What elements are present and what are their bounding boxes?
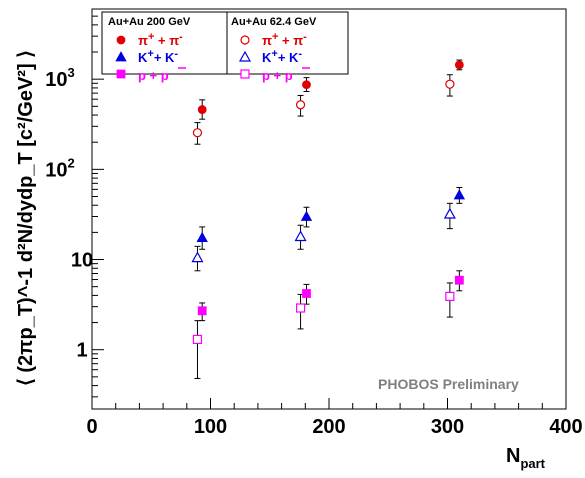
x-tick-label: 100: [194, 416, 227, 438]
legend-label-p-200: p + p: [138, 68, 169, 83]
legend-title-62: Au+Au 62.4 GeV: [231, 16, 317, 28]
point-k200: [453, 189, 466, 200]
point-k62: [294, 230, 307, 242]
data-markers: [191, 60, 466, 345]
point-pi200: [454, 60, 464, 70]
legend-label-p-62: p + p: [262, 68, 293, 83]
point-p200: [197, 306, 207, 316]
y-tick-label: 10: [71, 250, 93, 272]
point-pi62: [445, 79, 455, 89]
legend-marker-pi200: [116, 35, 126, 45]
point-pi200: [302, 80, 311, 90]
point-k200: [300, 210, 313, 221]
legend-label-k-62: K++ K-: [262, 48, 302, 65]
x-tick-labels: 0 100 200 300 400: [86, 416, 582, 438]
x-tick-label: 400: [549, 416, 582, 438]
point-p200: [302, 289, 311, 298]
legend-label-k-200: K++ K-: [138, 48, 178, 65]
x-tick-label: 200: [312, 416, 345, 438]
legend-label-pi-62: π+ + π-: [262, 31, 307, 48]
legend-marker-p200: [116, 69, 126, 79]
legend: Au+Au 200 GeV Au+Au 62.4 GeV π+ + π- π+ …: [101, 11, 349, 83]
svg-text:⟨ (2πp_T)^-1 d²N/dydp_T [c²/Ge: ⟨ (2πp_T)^-1 d²N/dydp_T [c²/GeV²] ⟩: [15, 50, 37, 386]
legend-box: [101, 11, 349, 75]
point-pi200: [197, 105, 207, 114]
point-p62: [192, 334, 203, 345]
legend-marker-k200: [115, 51, 127, 62]
watermark: PHOBOS Preliminary: [378, 376, 519, 392]
point-pi62: [295, 100, 306, 110]
point-p62: [445, 291, 455, 302]
point-k62: [443, 207, 456, 219]
legend-title-200: Au+Au 200 GeV: [108, 16, 191, 28]
y-tick-label: 1: [76, 340, 87, 362]
x-tick-label: 0: [86, 416, 97, 438]
point-p200: [454, 275, 464, 285]
y-axis-title: ⟨ (2πp_T)^-1 d²N/dydp_T [c²/GeV²] ⟩: [15, 50, 37, 386]
point-k200: [196, 231, 208, 243]
legend-label-pi-200: π+ + π-: [138, 31, 183, 48]
legend-markers: [115, 35, 252, 79]
point-pi62: [192, 128, 203, 138]
legend-marker-pi62: [240, 35, 250, 45]
legend-marker-p62: [240, 69, 250, 79]
x-tick-label: 300: [431, 416, 464, 438]
axis-ticks: [91, 8, 567, 409]
point-k62: [191, 251, 204, 263]
x-axis-title: Npart: [506, 445, 546, 471]
legend-marker-k62: [238, 50, 252, 62]
point-p62: [295, 303, 306, 313]
